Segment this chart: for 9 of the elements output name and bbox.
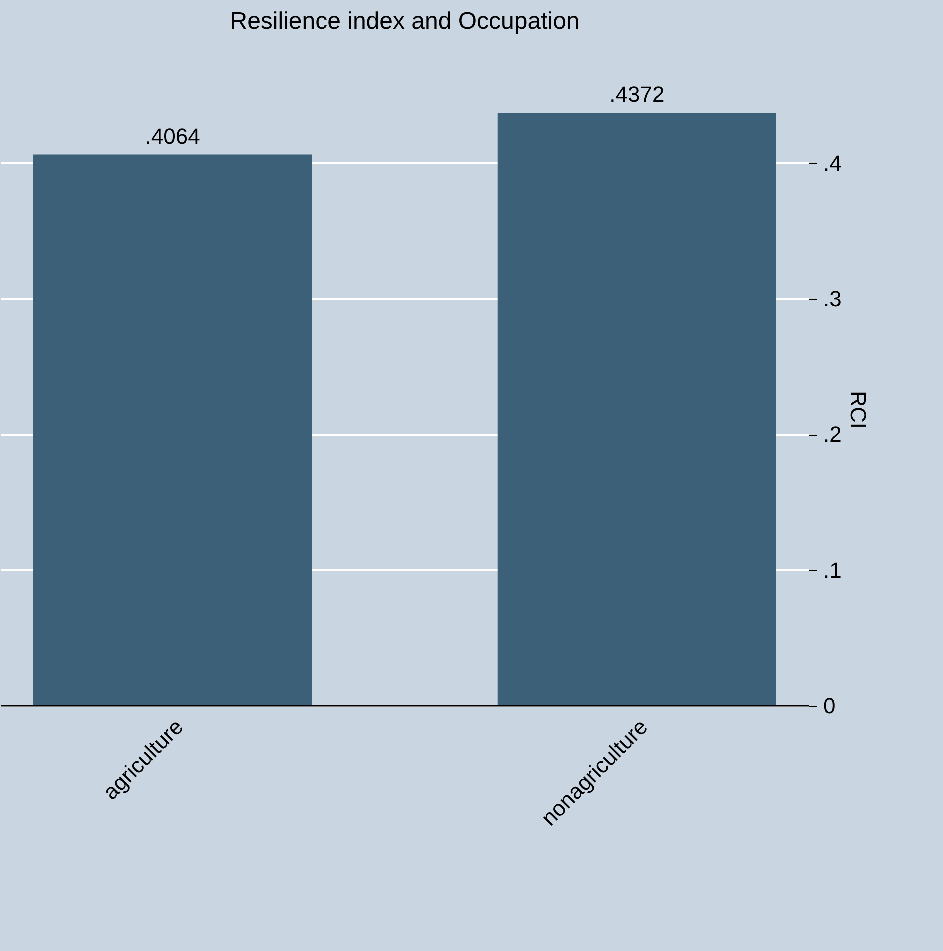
y-tick-label: .1 — [824, 558, 842, 583]
y-tick-label: .2 — [824, 422, 842, 448]
y-tick-label: .4 — [824, 150, 842, 176]
chart-title: Resilience index and Occupation — [230, 8, 580, 35]
y-axis-title: RCI — [846, 391, 871, 429]
y-tick-label: 0 — [824, 694, 836, 718]
data-label: .4372 — [610, 82, 665, 107]
data-label: .4064 — [145, 124, 200, 149]
y-tick-label: .3 — [824, 286, 842, 312]
